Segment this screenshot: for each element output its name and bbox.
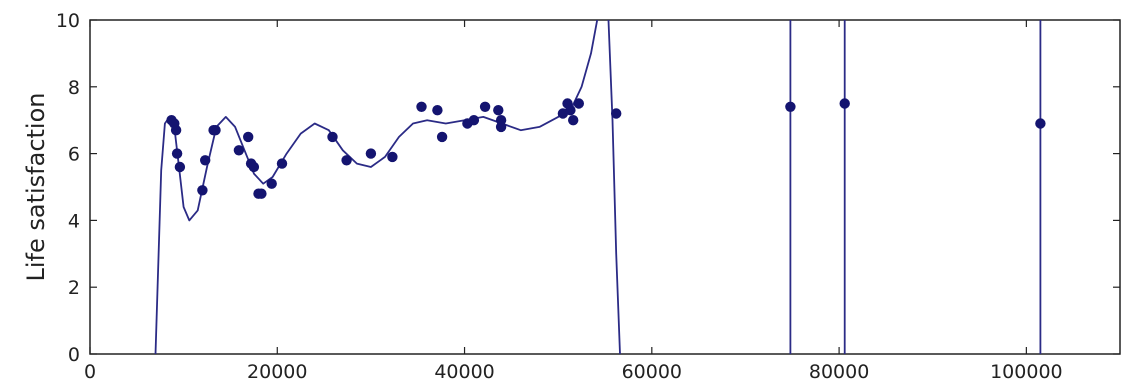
data-point — [568, 115, 579, 126]
data-point — [611, 108, 622, 119]
y-tick-label: 6 — [68, 144, 80, 166]
y-tick-label: 8 — [68, 77, 80, 99]
data-point — [248, 161, 260, 173]
y-tick-label: 2 — [68, 277, 80, 299]
data-point — [243, 131, 254, 143]
plot-area — [89, 19, 1121, 355]
data-point — [495, 121, 507, 133]
data-point — [174, 161, 186, 173]
data-point — [341, 155, 352, 166]
data-point — [387, 151, 398, 163]
data-point — [171, 148, 183, 159]
data-point — [479, 101, 491, 113]
data-point — [565, 105, 576, 116]
data-point — [197, 185, 208, 196]
data-point — [785, 101, 796, 113]
y-axis: 0 2 4 6 8 10 — [56, 10, 1120, 366]
data-point — [233, 145, 245, 156]
data-point — [1035, 118, 1046, 129]
x-tick-label: 60000 — [622, 361, 682, 383]
data-point — [573, 98, 584, 109]
x-tick-label: 40000 — [434, 361, 494, 383]
data-point — [170, 125, 182, 136]
x-tick-label: 20000 — [247, 361, 307, 383]
data-point — [365, 148, 377, 159]
data-point — [210, 125, 221, 136]
data-point — [468, 115, 480, 126]
x-tick-label: 80000 — [809, 361, 869, 383]
data-point — [200, 155, 211, 166]
data-point — [416, 101, 427, 113]
data-point — [256, 188, 267, 199]
y-tick-label: 4 — [68, 210, 80, 232]
data-point — [436, 131, 448, 143]
y-tick-label: 0 — [68, 344, 80, 366]
x-tick-label: 0 — [84, 361, 96, 383]
data-point — [276, 158, 288, 169]
y-tick-label: 10 — [56, 10, 80, 32]
plot-content — [154, 20, 1046, 354]
x-tick-label: 100000 — [990, 361, 1063, 383]
data-point — [493, 105, 504, 116]
data-point — [266, 178, 277, 189]
x-axis: 0 20000 40000 60000 80000 100000 — [84, 20, 1063, 383]
data-point — [432, 105, 443, 116]
data-point — [327, 131, 338, 143]
data-point — [839, 98, 850, 109]
y-axis-title: Life satisfaction — [22, 93, 50, 282]
